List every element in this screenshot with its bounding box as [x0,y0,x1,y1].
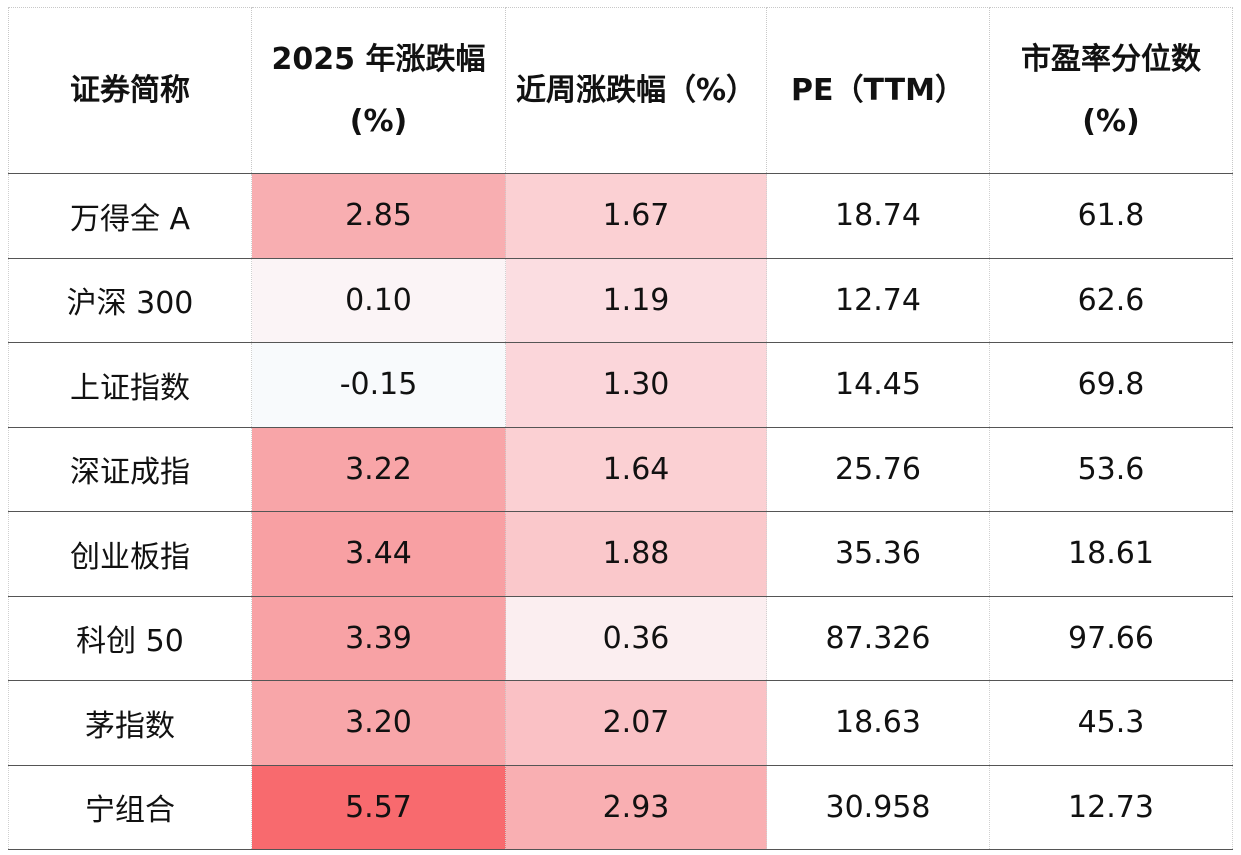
cell-pe-ttm: 14.45 [766,342,990,428]
cell-ytd-change: 3.20 [251,680,506,766]
header-ytd-change-unit: (%) [349,103,408,139]
header-pe-ttm: PE（TTM） [766,7,990,174]
header-ytd-change-label: 2025 年涨跌幅 [271,41,486,77]
header-row: 证券简称 2025 年涨跌幅 (%) 近周涨跌幅（%） PE（TTM） 市盈率分… [8,7,1233,174]
cell-pe-ttm: 18.63 [766,680,990,766]
table-row: 宁组合 5.57 2.93 30.958 12.73 [8,765,1233,850]
cell-ytd-change: 3.44 [251,511,506,597]
cell-ytd-change: -0.15 [251,342,506,428]
cell-pe-percentile: 45.3 [989,680,1233,766]
cell-pe-percentile: 53.6 [989,427,1233,512]
table-header: 证券简称 2025 年涨跌幅 (%) 近周涨跌幅（%） PE（TTM） 市盈率分… [8,7,1233,174]
cell-week-change: 1.67 [505,173,767,259]
cell-pe-ttm: 18.74 [766,173,990,259]
cell-security-name: 沪深 300 [8,258,252,343]
cell-ytd-change: 3.39 [251,596,506,681]
header-week-change: 近周涨跌幅（%） [505,7,767,174]
cell-week-change: 1.19 [505,258,767,343]
cell-security-name: 深证成指 [8,427,252,512]
cell-security-name: 创业板指 [8,511,252,597]
cell-pe-ttm: 25.76 [766,427,990,512]
cell-pe-percentile: 62.6 [989,258,1233,343]
table-row: 万得全 A 2.85 1.67 18.74 61.8 [8,173,1233,259]
cell-pe-percentile: 18.61 [989,511,1233,597]
cell-security-name: 万得全 A [8,173,252,259]
cell-pe-percentile: 61.8 [989,173,1233,259]
header-pe-percentile-unit: (%) [1082,103,1140,139]
cell-week-change: 1.64 [505,427,767,512]
table-row: 深证成指 3.22 1.64 25.76 53.6 [8,427,1233,512]
table-row: 茅指数 3.20 2.07 18.63 45.3 [8,680,1233,766]
cell-ytd-change: 5.57 [251,765,506,850]
cell-pe-ttm: 87.326 [766,596,990,681]
cell-week-change: 2.07 [505,680,767,766]
cell-ytd-change: 3.22 [251,427,506,512]
header-ytd-change: 2025 年涨跌幅 (%) [251,7,506,174]
cell-pe-percentile: 12.73 [989,765,1233,850]
header-pe-ttm-label: PE（TTM） [791,72,965,108]
table-body: 万得全 A 2.85 1.67 18.74 61.8 沪深 300 0.10 1… [8,173,1233,850]
market-index-table-container: 证券简称 2025 年涨跌幅 (%) 近周涨跌幅（%） PE（TTM） 市盈率分… [8,7,1233,850]
market-index-table: 证券简称 2025 年涨跌幅 (%) 近周涨跌幅（%） PE（TTM） 市盈率分… [8,7,1233,850]
cell-security-name: 宁组合 [8,765,252,850]
cell-week-change: 1.88 [505,511,767,597]
header-security-name: 证券简称 [8,7,252,174]
table-row: 上证指数 -0.15 1.30 14.45 69.8 [8,342,1233,428]
cell-pe-ttm: 30.958 [766,765,990,850]
cell-pe-ttm: 35.36 [766,511,990,597]
header-pe-percentile: 市盈率分位数 (%) [989,7,1233,174]
cell-ytd-change: 0.10 [251,258,506,343]
cell-security-name: 科创 50 [8,596,252,681]
table-row: 科创 50 3.39 0.36 87.326 97.66 [8,596,1233,681]
cell-security-name: 茅指数 [8,680,252,766]
table-row: 创业板指 3.44 1.88 35.36 18.61 [8,511,1233,597]
cell-week-change: 0.36 [505,596,767,681]
cell-week-change: 1.30 [505,342,767,428]
cell-pe-ttm: 12.74 [766,258,990,343]
table-row: 沪深 300 0.10 1.19 12.74 62.6 [8,258,1233,343]
header-week-change-label: 近周涨跌幅（%） [515,72,757,108]
cell-security-name: 上证指数 [8,342,252,428]
header-security-name-label: 证券简称 [70,72,190,108]
cell-week-change: 2.93 [505,765,767,850]
cell-pe-percentile: 69.8 [989,342,1233,428]
header-pe-percentile-label: 市盈率分位数 [1021,41,1201,77]
cell-pe-percentile: 97.66 [989,596,1233,681]
cell-ytd-change: 2.85 [251,173,506,259]
